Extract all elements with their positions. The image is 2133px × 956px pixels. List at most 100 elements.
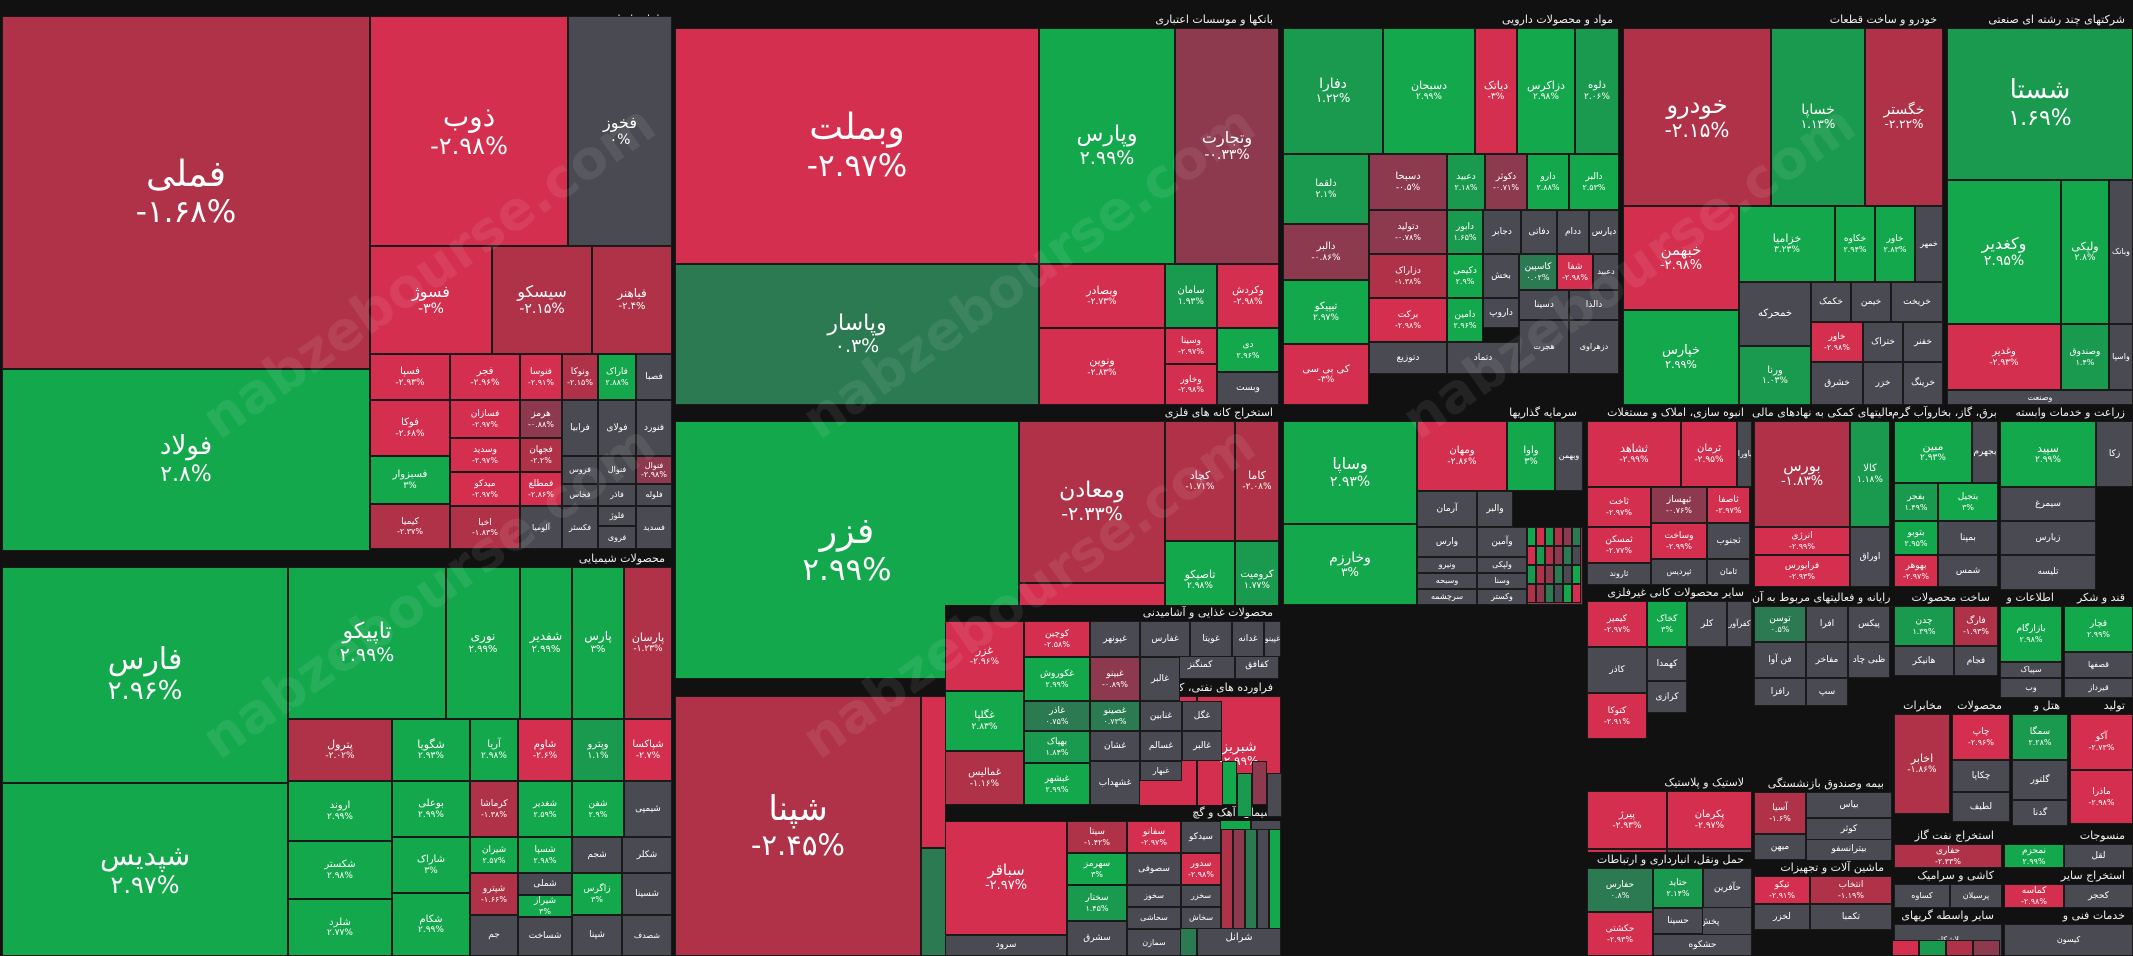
stock-tile[interactable]: سشرق: [1067, 921, 1127, 956]
stock-tile[interactable]: شفا -۲.۹۸%: [1557, 254, 1593, 290]
stock-tile[interactable]: کحجر: [2064, 884, 2133, 908]
stock-tile[interactable]: شاوم -۲.۶%: [518, 719, 572, 781]
stock-tile[interactable]: بتوبو ۲.۹۵%: [1894, 521, 1938, 555]
stock-tile[interactable]: شپدیس ۲.۹۷%: [2, 783, 288, 956]
stock-tile[interactable]: شلرد ۲.۷۷%: [288, 899, 392, 956]
stock-tile[interactable]: وتجارت -۰.۳۳%: [1175, 28, 1279, 264]
sector-header[interactable]: شرکتهای چند رشته ای صنعتی: [1945, 12, 2133, 28]
minor-stock-tile[interactable]: [1572, 546, 1581, 565]
stock-tile[interactable]: ثاروند: [1587, 563, 1651, 585]
stock-tile[interactable]: دجابر: [1483, 210, 1521, 254]
sector-header[interactable]: تولید: [2068, 698, 2133, 714]
stock-tile[interactable]: وب: [2000, 678, 2062, 698]
stock-tile[interactable]: تیپیکو ۲.۹۷%: [1283, 280, 1369, 344]
stock-tile[interactable]: تاپیکو ۲.۹۹%: [288, 567, 446, 719]
sector-header[interactable]: سایر محصولات کانی غیرفلزی: [1585, 585, 1752, 601]
stock-tile[interactable]: اخابر -۱.۸۶%: [1894, 714, 1950, 814]
stock-tile[interactable]: فولاد ۲.۸%: [2, 369, 370, 551]
sector-header[interactable]: استخراج کانه های فلزی: [673, 405, 1281, 421]
stock-tile[interactable]: سرچشمه: [1417, 589, 1477, 605]
stock-tile[interactable]: دالبر ۲.۵۳%: [1569, 154, 1619, 210]
stock-tile[interactable]: سدور -۲.۹۸%: [1181, 853, 1221, 885]
minor-stock-tile[interactable]: [1221, 829, 1233, 929]
stock-tile[interactable]: داروپ: [1483, 298, 1519, 328]
stock-tile[interactable]: شپترو -۱.۶۶%: [470, 873, 518, 915]
stock-tile[interactable]: کرازی: [1647, 681, 1687, 713]
stock-tile[interactable]: وارس: [1417, 527, 1477, 557]
stock-tile[interactable]: مبین ۲.۹۳%: [1894, 421, 1972, 483]
minor-stock-tile[interactable]: [1269, 829, 1281, 929]
minor-stock-tile[interactable]: [1891, 606, 1893, 608]
stock-tile[interactable]: فجهان -۲.۲%: [520, 438, 562, 472]
sector-header[interactable]: خدمات فنی و: [2002, 908, 2133, 924]
minor-stock-tile[interactable]: [1572, 527, 1581, 546]
minor-stock-tile[interactable]: [1222, 761, 1237, 805]
stock-tile[interactable]: خبهمن -۲.۹۸%: [1623, 206, 1739, 310]
stock-tile[interactable]: کیمیر -۲.۹۷%: [1587, 601, 1647, 647]
stock-tile[interactable]: فجر -۲.۹۶%: [450, 354, 520, 400]
stock-tile[interactable]: حکشتی -۲.۹۳%: [1587, 912, 1653, 956]
stock-tile[interactable]: فسبزوار ۳%: [370, 456, 450, 504]
stock-tile[interactable]: وغدیر -۲.۹۳%: [1947, 324, 2061, 390]
stock-tile[interactable]: گدنا: [2012, 800, 2068, 826]
stock-tile[interactable]: شملی: [518, 873, 572, 895]
stock-tile[interactable]: شکلر: [622, 837, 672, 873]
stock-tile[interactable]: چکاپا: [1952, 760, 2010, 792]
stock-tile[interactable]: ختراک: [1863, 322, 1903, 362]
stock-tile[interactable]: فسپا -۲.۹۳%: [370, 354, 450, 400]
sector-header[interactable]: استخراج سایر: [2002, 868, 2133, 884]
stock-tile[interactable]: خرینگ: [1903, 362, 1943, 405]
stock-tile[interactable]: کچاد -۱.۷۱%: [1165, 421, 1235, 541]
stock-tile[interactable]: بجهرم: [1972, 421, 1998, 483]
minor-stock-tile[interactable]: [1233, 829, 1245, 929]
stock-tile[interactable]: فباهنر -۲.۴%: [592, 246, 672, 354]
stock-tile[interactable]: سمگا ۲.۲۸%: [2012, 714, 2068, 760]
stock-tile[interactable]: غمالیس -۱.۱۶%: [945, 751, 1024, 805]
stock-tile[interactable]: ونیرو: [1417, 557, 1477, 573]
stock-tile[interactable]: آسیا -۱.۶%: [1754, 792, 1806, 834]
stock-tile[interactable]: بیاس: [1806, 792, 1892, 818]
stock-tile[interactable]: سیمرغ: [2000, 487, 2096, 521]
minor-stock-tile[interactable]: [1527, 546, 1536, 565]
stock-tile[interactable]: ونوکا -۲.۱۵%: [562, 354, 598, 400]
stock-tile[interactable]: والبر: [1477, 491, 1513, 527]
stock-tile[interactable]: غسالم: [1140, 731, 1182, 761]
stock-tile[interactable]: خاور -۲.۹۸%: [1811, 322, 1863, 362]
stock-tile[interactable]: غگلپا ۲.۸۳%: [945, 691, 1024, 751]
stock-tile[interactable]: قصفها: [2064, 652, 2133, 678]
sector-header[interactable]: سرمایه گذاریها: [1281, 405, 1585, 421]
stock-tile[interactable]: غپینو: [1264, 621, 1281, 657]
sector-header[interactable]: هتل و: [2010, 698, 2068, 714]
stock-tile[interactable]: ثامان: [1707, 559, 1750, 585]
stock-tile[interactable]: خریخت: [1891, 282, 1943, 322]
stock-tile[interactable]: حفارس ۰.۸%: [1587, 868, 1653, 912]
stock-tile[interactable]: وساخت -۲.۹۹%: [1651, 523, 1707, 559]
stock-tile[interactable]: شیمپی: [624, 781, 672, 837]
stock-tile[interactable]: شیران ۲.۵۷%: [470, 837, 518, 873]
stock-tile[interactable]: حسینا: [1653, 908, 1703, 934]
stock-tile[interactable]: کاسپین ۰.۰۲%: [1519, 254, 1557, 290]
stock-tile[interactable]: خفنر: [1903, 322, 1943, 362]
stock-tile[interactable]: وبانک: [2109, 180, 2133, 324]
stock-tile[interactable]: فلوله: [636, 484, 672, 506]
stock-tile[interactable]: شستا ۱.۶۹%: [1947, 28, 2133, 180]
stock-tile[interactable]: وخاور -۲.۹۸%: [1165, 364, 1217, 405]
minor-stock-tile[interactable]: [1554, 527, 1563, 546]
stock-tile[interactable]: وکستر: [1477, 589, 1527, 605]
stock-tile[interactable]: آریا ۲.۹۸%: [470, 719, 518, 781]
stock-tile[interactable]: وساپا ۲.۹۳%: [1283, 421, 1417, 524]
stock-tile[interactable]: دارو ۲.۸۸%: [1527, 154, 1569, 210]
stock-tile[interactable]: لخزر: [1754, 904, 1810, 930]
stock-tile[interactable]: سخوز: [1127, 885, 1181, 907]
stock-tile[interactable]: واسپا: [2109, 324, 2133, 390]
stock-tile[interactable]: دتولید -۰.۷۸%: [1369, 210, 1447, 254]
stock-tile[interactable]: شپنا -۲.۴۵%: [675, 696, 921, 956]
stock-tile[interactable]: ورنا ۱.۰۳%: [1739, 346, 1811, 405]
stock-tile[interactable]: سخاش: [1181, 907, 1221, 929]
stock-tile[interactable]: خاور ۲.۸۳%: [1875, 206, 1915, 282]
sector-header[interactable]: عرضه برق، گاز، بخاروآب گرم: [1892, 405, 1998, 421]
stock-tile[interactable]: حتاید ۲.۱۴%: [1653, 868, 1703, 908]
stock-tile[interactable]: غالبر: [1140, 657, 1180, 701]
stock-tile[interactable]: کاما -۲.۰۸%: [1235, 421, 1279, 541]
minor-stock-tile[interactable]: [1563, 546, 1572, 565]
